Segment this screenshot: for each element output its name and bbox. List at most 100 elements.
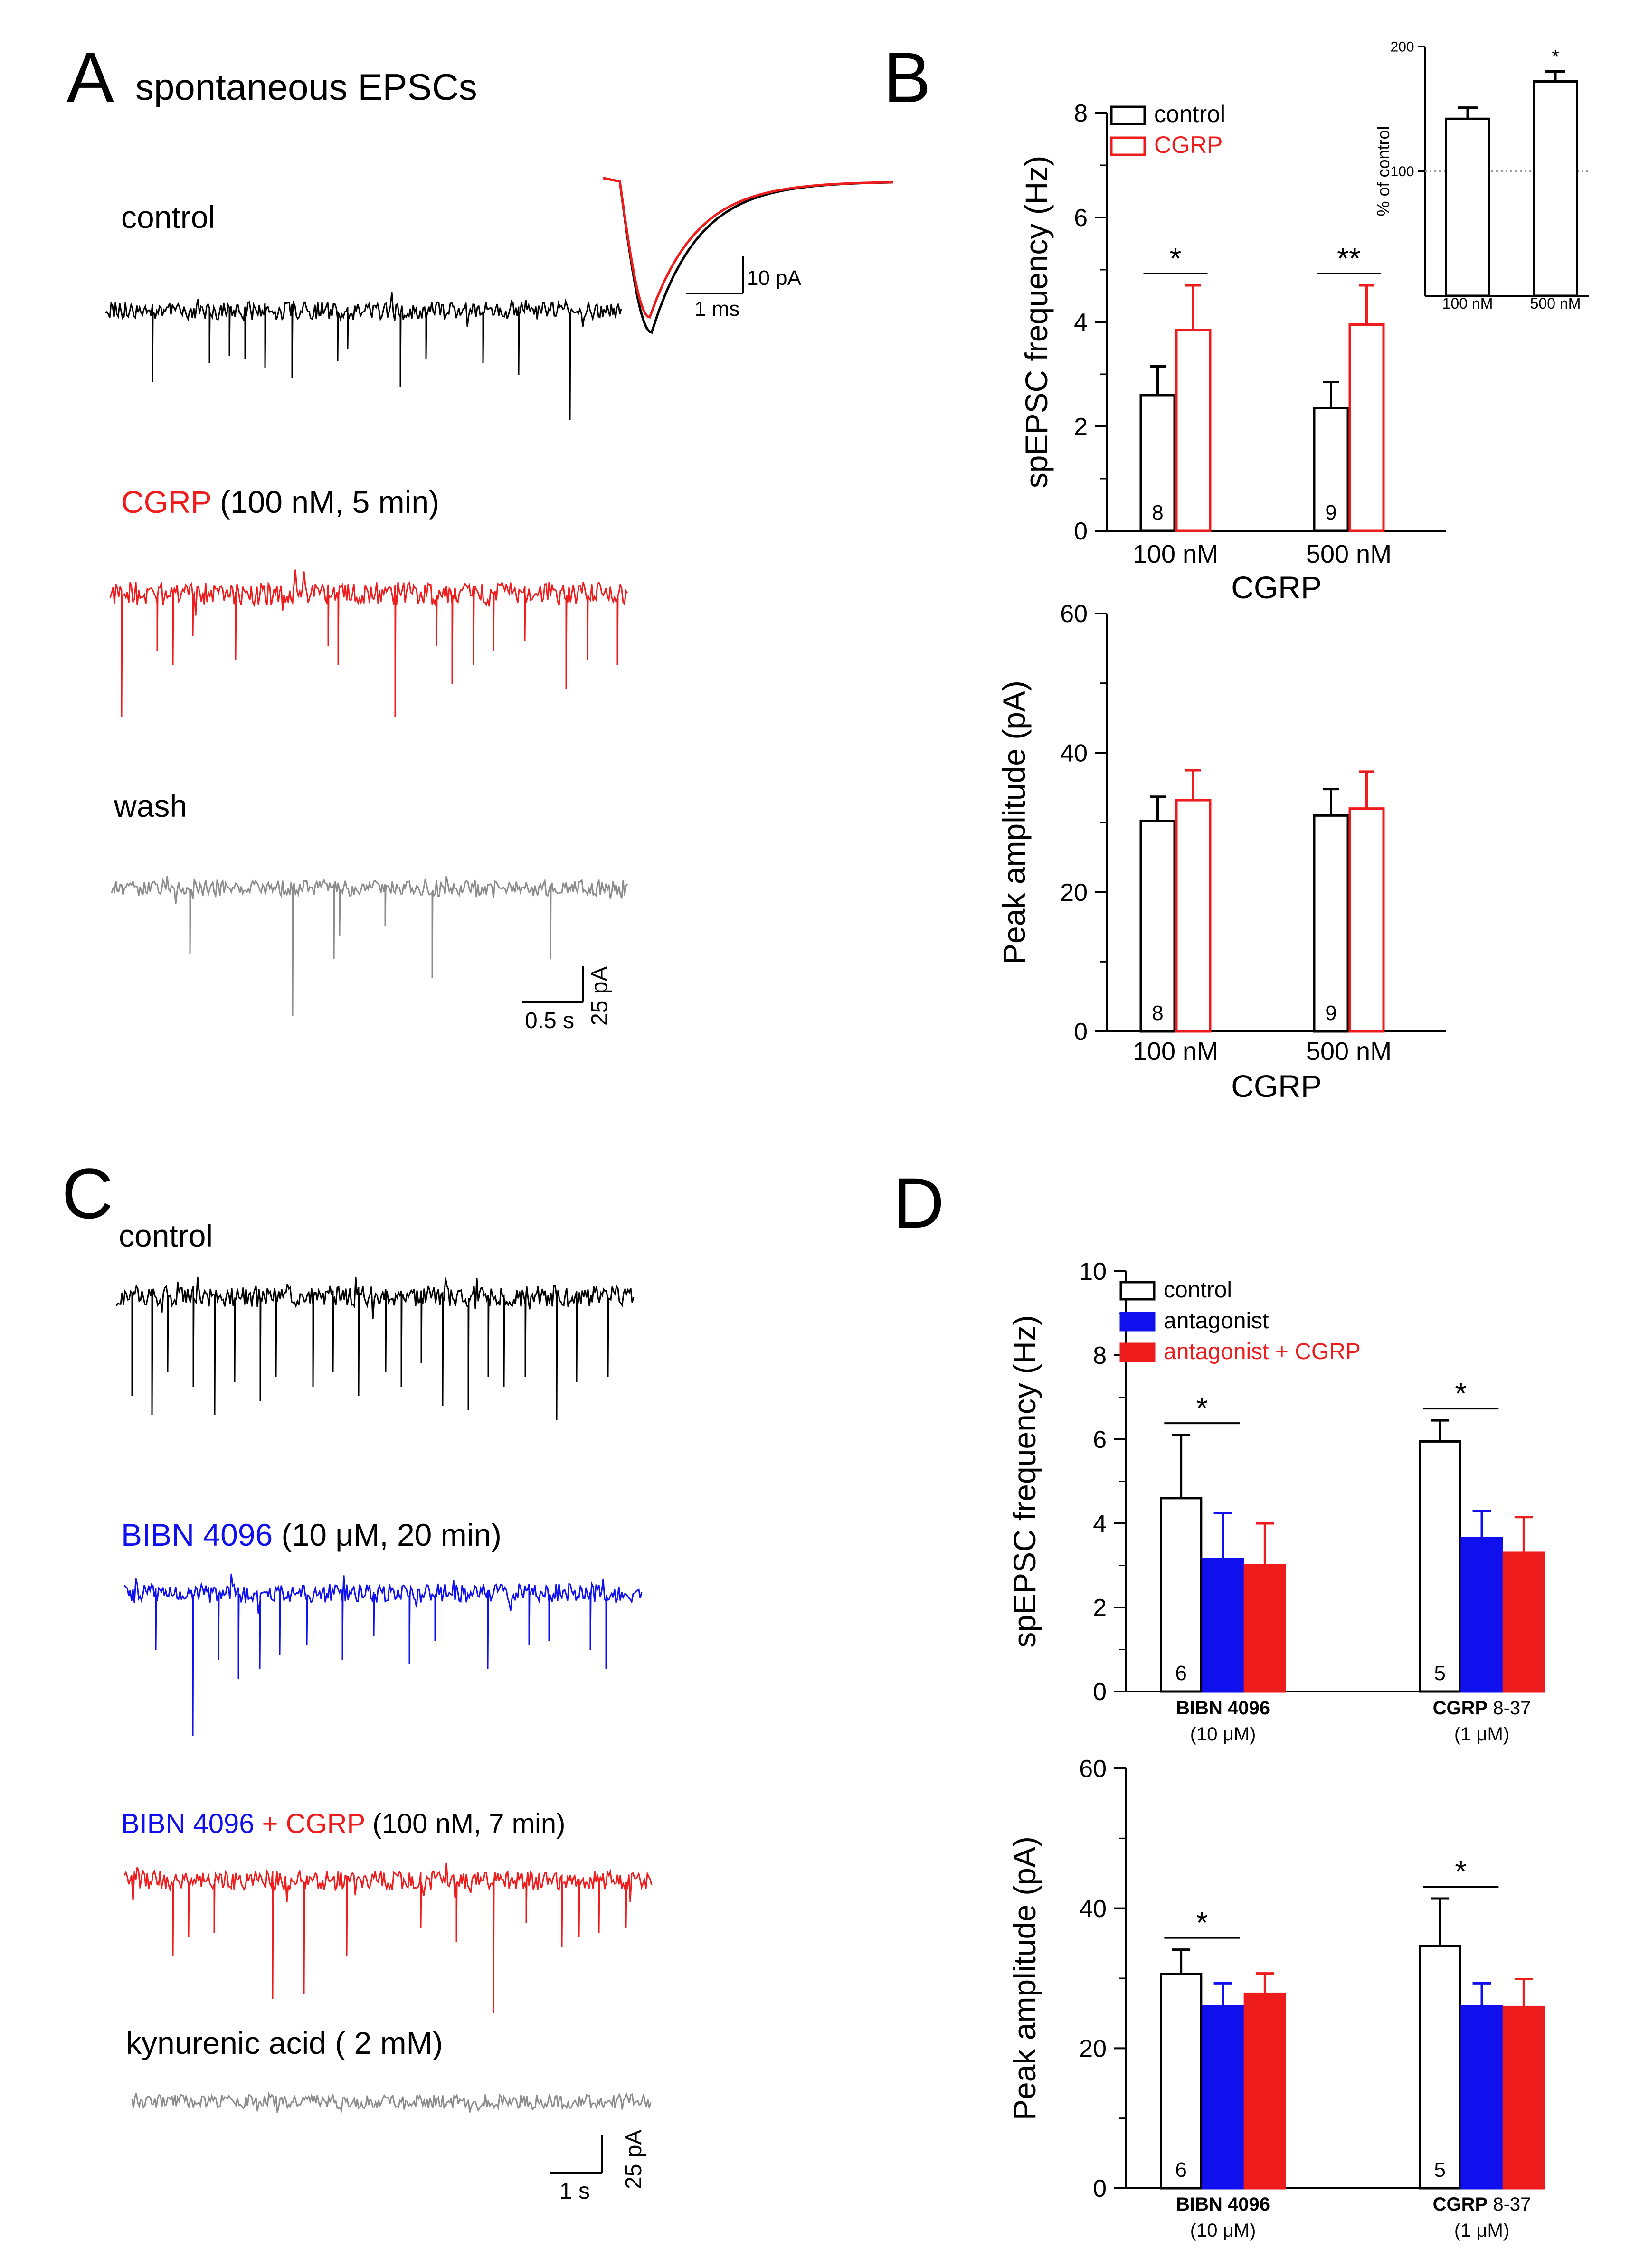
category-label: CGRP 8-37 [1433, 2194, 1531, 2215]
bar-antagonist [1460, 2005, 1503, 2190]
legend-label: control [1154, 101, 1225, 127]
y-axis-label: % of control [1374, 126, 1393, 216]
n-label: 6 [1175, 2158, 1186, 2182]
significance-marker: * [1552, 47, 1559, 67]
bar-control [1419, 1945, 1461, 2190]
bar-cgrp [1175, 329, 1212, 532]
bar-antagonist [1202, 1558, 1244, 1693]
panel-c-letter: C [62, 1153, 113, 1233]
cgrp-word: CGRP [121, 484, 211, 520]
y-tick-label: 40 [1079, 1895, 1107, 1923]
y-tick-label: 10 [1079, 1258, 1107, 1285]
cgrp-condition: (100 nM, 5 min) [211, 484, 440, 520]
bar-antagonist-cgrp [1502, 2005, 1545, 2190]
chart-b-inset: 100 200 % of control * 100 nM 500 nM [1374, 39, 1589, 312]
legend-swatch [1110, 105, 1146, 125]
n-label: 5 [1434, 1662, 1445, 1685]
panel-a-control-trace [105, 292, 622, 421]
bar-cgrp [1533, 80, 1578, 297]
n-label: 6 [1175, 1662, 1186, 1685]
n-label: 5 [1434, 2158, 1445, 2182]
panel-c-scale-bar [550, 2135, 603, 2174]
y-tick-label: 8 [1093, 1342, 1107, 1370]
panel-c-scale-y: 25 pA [621, 2130, 646, 2189]
y-tick-label: 60 [1079, 1755, 1107, 1783]
category-sublabel: (1 μM) [1454, 2220, 1509, 2241]
significance-marker: * [1196, 1391, 1208, 1425]
bar-control [1419, 1440, 1461, 1693]
panel-a-scale-x: 0.5 s [525, 1008, 574, 1033]
n-label: 8 [1152, 1002, 1163, 1025]
y-tick-label: 100 [1391, 164, 1414, 180]
y-tick-label: 4 [1093, 1510, 1107, 1538]
category-sublabel: (10 μM) [1190, 1724, 1256, 1745]
bar-cgrp [1175, 799, 1212, 1033]
category-label: 100 nM [1133, 1037, 1218, 1066]
category-label: 500 nM [1306, 540, 1392, 568]
y-tick-label: 8 [1074, 100, 1088, 127]
bar-antagonist [1202, 2005, 1244, 2190]
bar-control [1313, 814, 1349, 1033]
bar-cgrp [1348, 323, 1385, 532]
svg-text:BIBN 4096 (10 μM, 20 min): BIBN 4096 (10 μM, 20 min) [121, 1517, 502, 1552]
y-axis-label: Peak amplitude (pA) [996, 680, 1032, 964]
legend-swatch [1110, 136, 1146, 156]
panel-b-letter: B [883, 38, 931, 117]
bibn-condition: (10 μM, 20 min) [273, 1517, 502, 1552]
y-tick-label: 0 [1074, 1018, 1088, 1046]
legend-label: control [1164, 1277, 1232, 1303]
significance-marker: * [1170, 241, 1182, 275]
n-label: 8 [1152, 501, 1163, 524]
combo-plus-cgrp: + CGRP [255, 1808, 365, 1839]
panel-a-title: spontaneous EPSCs [135, 66, 477, 108]
legend-label: antagonist + CGRP [1164, 1339, 1361, 1364]
bibn-word: BIBN 4096 [121, 1517, 273, 1552]
panel-c-kyn-label: kynurenic acid ( 2 mM) [126, 2025, 443, 2060]
bar-antagonist-cgrp [1243, 1992, 1287, 2190]
legend-swatch [1119, 1342, 1156, 1362]
n-label: 9 [1325, 1002, 1336, 1025]
bar-antagonist-cgrp [1243, 1564, 1287, 1693]
category-label: 500 nM [1530, 295, 1581, 312]
y-tick-label: 20 [1060, 879, 1088, 907]
significance-marker: * [1455, 1376, 1467, 1410]
svg-text:BIBN 4096 + CGRP (100 nM, 7 mi: BIBN 4096 + CGRP (100 nM, 7 min) [121, 1808, 565, 1839]
panel-a-letter: A [66, 38, 114, 117]
panel-a-wash-trace [111, 876, 628, 1017]
bar-control [1160, 1497, 1203, 1693]
panel-a-scale-bar [522, 966, 584, 1003]
y-tick-label: 2 [1093, 1594, 1107, 1622]
panel-c-control-label: control [119, 1218, 213, 1253]
category-label: 100 nM [1442, 295, 1493, 312]
panel-c-scale-x: 1 s [559, 2179, 590, 2204]
inset-scale-x: 1 ms [694, 297, 739, 321]
y-tick-label: 0 [1093, 1678, 1107, 1706]
combo-condition: (100 nM, 7 min) [365, 1808, 565, 1839]
chart-d-amplitude: 0 20 40 60 Peak amplitude (pA) 6 5 * * BIBN 4096 (… [1007, 1755, 1545, 2241]
significance-marker: * [1455, 1854, 1467, 1889]
panel-c-combo-label: BIBN 4096 + CGRP (100 nM, 7 min) [121, 1808, 565, 1839]
legend-label: CGRP [1154, 132, 1223, 158]
inset-scale-y: 10 pA [747, 266, 802, 290]
x-axis-label: CGRP [1231, 1068, 1322, 1104]
combo-bibn-word: BIBN 4096 [121, 1808, 255, 1839]
category-sublabel: (10 μM) [1190, 2220, 1256, 2241]
panel-a-scale-y: 25 pA [587, 966, 612, 1026]
y-tick-label: 4 [1074, 309, 1088, 336]
x-axis-label: CGRP [1231, 570, 1322, 605]
inset-scale-bar [686, 256, 744, 294]
chart-d-frequency: 0 2 4 6 8 10 spEPSC frequency (Hz) 6 5 * * BIBN 409… [1007, 1258, 1545, 1745]
y-tick-label: 60 [1060, 600, 1088, 628]
category-label: 100 nM [1133, 540, 1218, 568]
significance-marker: * [1196, 1906, 1208, 1940]
panel-c-bibn-trace [123, 1573, 643, 1736]
panel-a-cgrp-trace [109, 569, 628, 718]
inset-epsc-control [603, 177, 893, 334]
legend-label: antagonist [1164, 1308, 1269, 1333]
legend-swatch [1119, 1312, 1156, 1332]
significance-marker: ** [1337, 241, 1361, 275]
bar-control [1160, 1973, 1203, 2190]
y-tick-label: 0 [1093, 2175, 1107, 2202]
